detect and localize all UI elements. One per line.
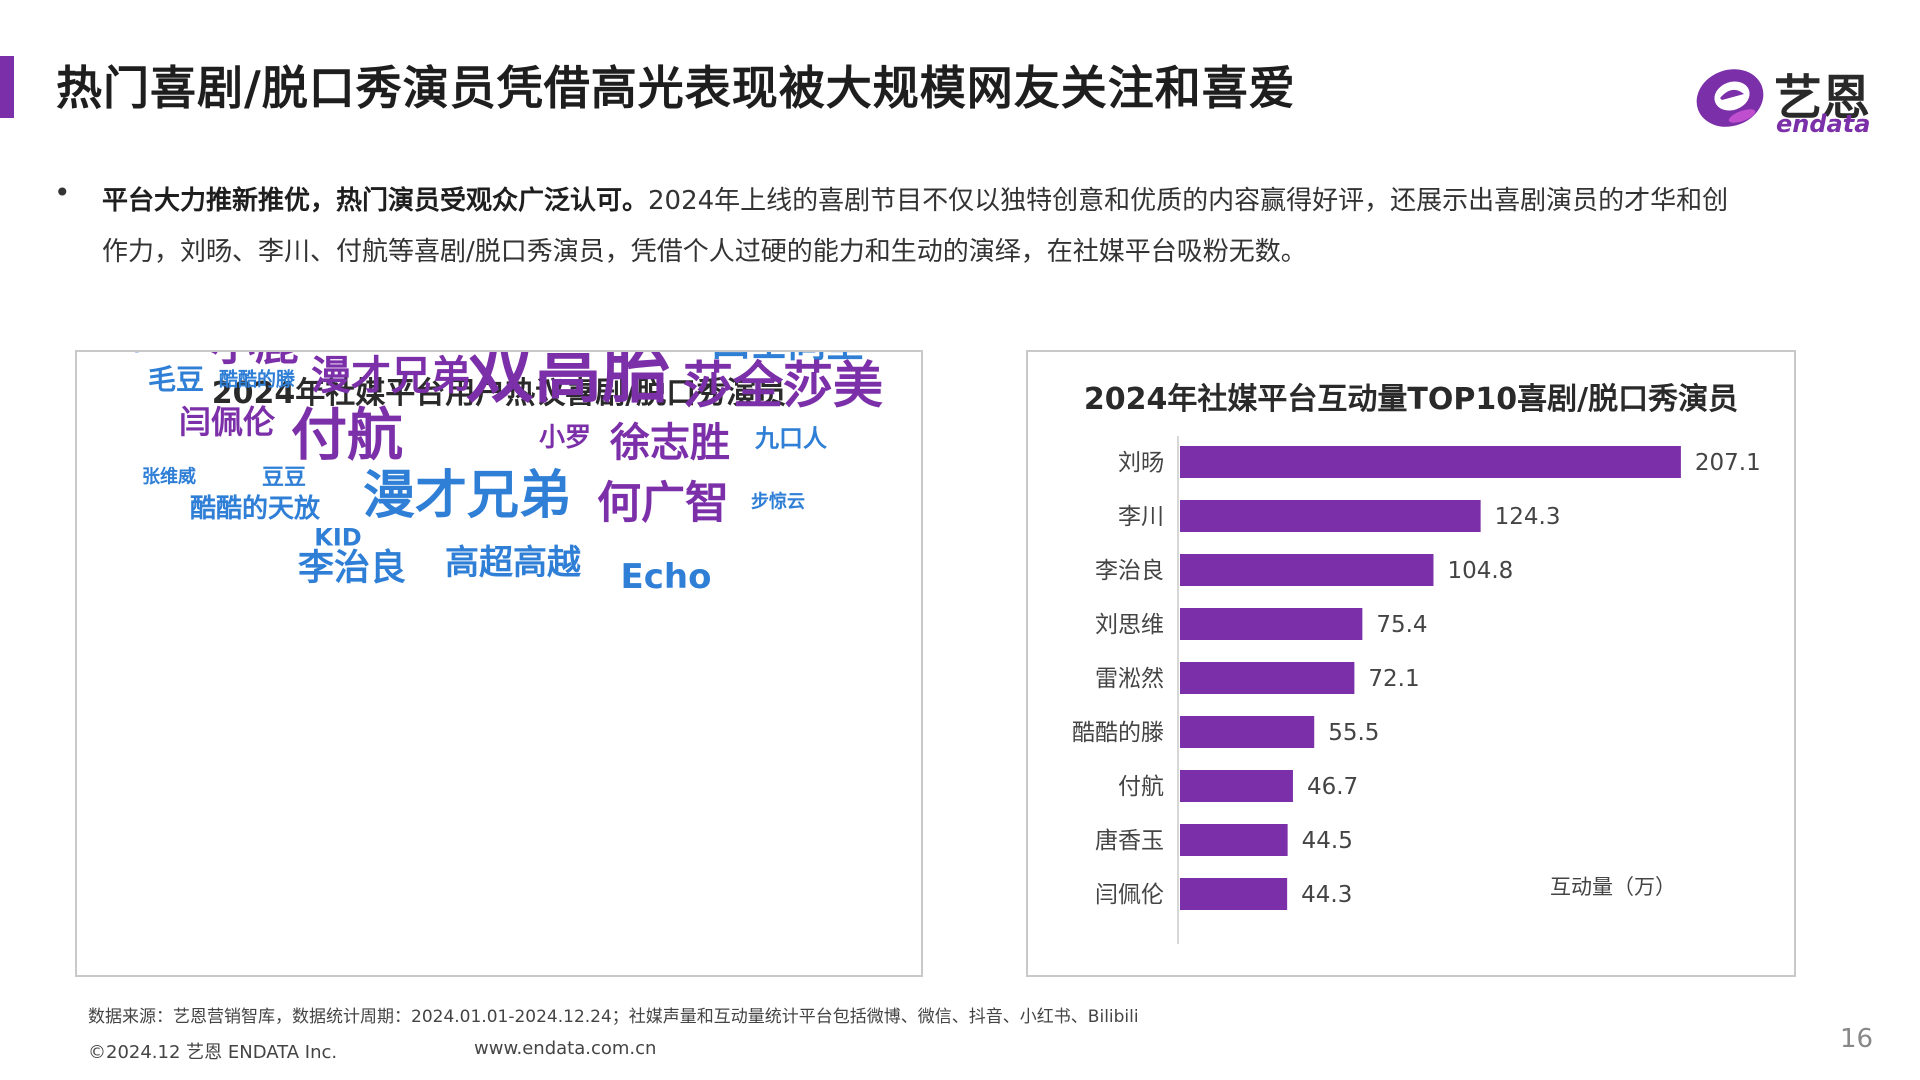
word-cloud-title: 2024年社媒平台用户热议喜剧/脱口秀演员 [211,376,787,411]
bar [1180,662,1355,694]
value-label: 46.7 [1307,774,1358,800]
word-cloud-word: 豆豆 [262,466,306,491]
category-label: 刘思维 [1095,612,1164,638]
word-cloud-word: 双高胎 [466,352,670,413]
word-cloud-word: 漫才兄弟 [311,353,471,399]
word-cloud-word: 徐志胜 [609,420,730,466]
category-label: 闫佩伦 [1095,882,1164,908]
endata-logo: 艺恩 endata [1690,58,1890,138]
bar-chart: 刘旸 207.1 李川 124.3 李治良 104.8 刘思维 75.4 雷淞然 72.1 酷酷的滕… [1072,436,1761,944]
bullet-bold-lead: 平台大力推新推优，热门演员受观众广泛认可。 [102,186,649,216]
category-label: 李治良 [1095,558,1164,584]
bar-chart-panel: 2024年社媒平台互动量TOP10喜剧/脱口秀演员 刘旸 207.1 李川 124.3… [1026,350,1796,977]
value-label: 75.4 [1376,612,1427,638]
bar [1180,500,1481,532]
category-label: 付航 [1118,774,1164,800]
word-cloud-word: 莎全莎美 [683,357,883,415]
footer-copyright: ©2024.12 艺恩 ENDATA Inc. [88,1042,338,1063]
bullet-paragraph: 平台大力推新推优，热门演员受观众广泛认可。2024年上线的喜剧节目不仅以独特创意… [102,176,1742,278]
word-cloud-word: 何广智 [597,477,729,528]
category-label: 李川 [1118,504,1164,530]
bullet-body-text: 2024年上线的喜剧节目不仅以独特创意和优质的内容赢得好评，还展示出喜剧演员的才… [102,186,1729,267]
bar [1180,446,1681,478]
word-cloud-word: 九口人 [754,424,827,452]
unit-label: 互动量（万） [1550,875,1676,899]
bar [1180,770,1293,802]
word-cloud-word: Echo [621,557,712,597]
value-label: 104.8 [1447,558,1513,584]
bar [1180,608,1363,640]
word-cloud-word: 小鹿 [211,352,299,370]
bar-chart-title: 2024年社媒平台互动量TOP10喜剧/脱口秀演员 [1083,382,1739,417]
value-label: 72.1 [1368,666,1419,692]
footer-source: 数据来源：艺恩营销智库，数据统计周期：2024.01.01-2024.12.24… [88,1007,1139,1027]
category-label: 雷淞然 [1095,666,1164,692]
logo-text-en: endata [1776,110,1871,138]
word-cloud-word: 于祥宇 [332,352,404,353]
category-label: 刘旸 [1118,450,1164,476]
word-cloud-word: 漫才兄弟 [363,466,571,526]
value-label: 44.3 [1301,882,1352,908]
page-number: 16 [1840,1024,1874,1054]
value-label: 207.1 [1695,450,1761,476]
word-cloud-word: 步惊云 [751,490,805,512]
word-cloud-word: 酷酷的滕 [219,368,296,391]
word-cloud-word: 付航 [291,404,403,469]
value-label: 124.3 [1495,504,1561,530]
word-cloud-word: 闫佩伦 [179,403,276,441]
word-cloud-word: 四士同堂 [712,352,864,365]
word-cloud-word: 小罗 [539,423,591,453]
category-label: 酷酷的滕 [1072,720,1164,746]
bar [1180,824,1288,856]
bar [1180,554,1434,586]
word-cloud-word: KID [314,523,361,551]
category-label: 唐香玉 [1095,828,1164,854]
value-label: 44.5 [1302,828,1353,854]
word-cloud-word: 小鱼 [130,352,166,355]
word-cloud-word: 毛豆 [148,363,204,396]
word-cloud-word: 张维威 [142,465,196,487]
word-cloud-word: 李治良 [298,548,406,589]
word-cloud-word: 高超高越 [445,543,582,583]
word-cloud: 唐香玉十上无难事李川王建华阎鹤祥王天放呼兰王勉宋木子松天硕山河贾耗思念成吉刘旸教… [130,352,883,597]
bar [1180,878,1288,910]
title-accent-bar [0,56,14,118]
footer-url: www.endata.com.cn [474,1038,657,1059]
bullet-marker: • [54,176,71,209]
value-label: 55.5 [1328,720,1379,746]
word-cloud-panel: 2024年社媒平台用户热议喜剧/脱口秀演员 唐香玉十上无难事李川王建华阎鹤祥王天… [75,350,923,977]
word-cloud-word: 酷酷的天放 [190,493,321,524]
page-title: 热门喜剧/脱口秀演员凭借高光表现被大规模网友关注和喜爱 [56,61,1296,115]
bar [1180,716,1315,748]
logo-text-cn: 艺恩 [1774,70,1871,126]
endata-logo-icon [1696,69,1764,127]
